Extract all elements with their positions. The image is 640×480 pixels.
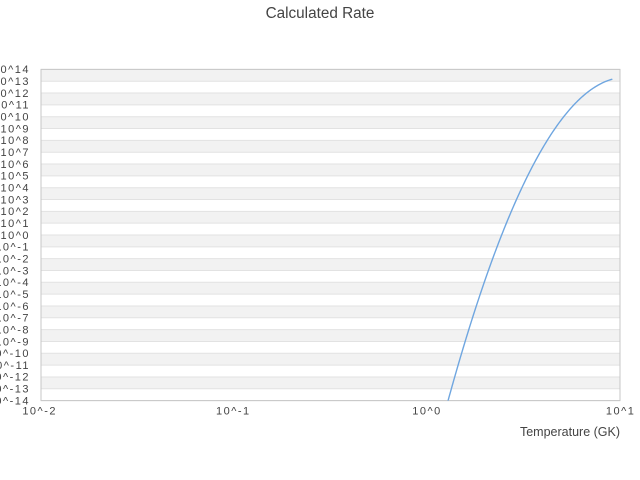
svg-text:10^11: 10^11: [0, 100, 30, 112]
svg-text:10^-9: 10^-9: [0, 336, 30, 348]
svg-text:10^10: 10^10: [0, 112, 30, 124]
svg-text:10^14: 10^14: [0, 64, 30, 76]
svg-text:10^9: 10^9: [0, 123, 30, 135]
svg-text:10^5: 10^5: [0, 171, 30, 183]
svg-text:10^6: 10^6: [0, 159, 30, 171]
svg-text:Temperature (GK): Temperature (GK): [520, 425, 620, 439]
svg-text:10^3: 10^3: [0, 194, 30, 206]
svg-text:10^-2: 10^-2: [0, 253, 30, 265]
svg-text:10^-11: 10^-11: [0, 360, 30, 372]
svg-text:10^-10: 10^-10: [0, 348, 30, 360]
svg-text:10^-5: 10^-5: [0, 289, 30, 301]
svg-text:10^13: 10^13: [0, 76, 30, 88]
svg-text:10^-12: 10^-12: [0, 372, 30, 384]
svg-text:10^0: 10^0: [0, 230, 30, 242]
svg-text:10^-3: 10^-3: [0, 265, 30, 277]
svg-text:10^4: 10^4: [0, 182, 30, 194]
svg-text:10^-7: 10^-7: [0, 313, 30, 325]
svg-text:10^8: 10^8: [0, 135, 30, 147]
svg-text:10^-1: 10^-1: [216, 406, 251, 418]
svg-text:10^12: 10^12: [0, 88, 30, 100]
svg-text:10^-8: 10^-8: [0, 324, 30, 336]
svg-text:10^-4: 10^-4: [0, 277, 30, 289]
svg-text:10^2: 10^2: [0, 206, 30, 218]
svg-text:10^-2: 10^-2: [22, 406, 57, 418]
svg-text:10^-13: 10^-13: [0, 384, 30, 396]
svg-text:10^-1: 10^-1: [0, 242, 30, 254]
svg-text:10^0: 10^0: [412, 406, 442, 418]
svg-text:10^1: 10^1: [606, 406, 636, 418]
svg-text:10^1: 10^1: [0, 218, 30, 230]
svg-text:10^7: 10^7: [0, 147, 30, 159]
svg-text:10^-6: 10^-6: [0, 301, 30, 313]
